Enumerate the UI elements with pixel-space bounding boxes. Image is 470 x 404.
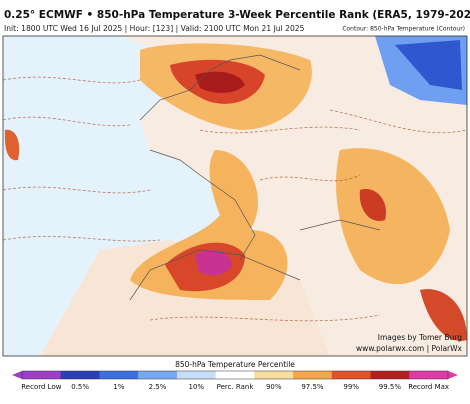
- colorbar-title: 850-hPa Temperature Percentile: [175, 360, 295, 369]
- colorbar-segment: [409, 371, 449, 379]
- colorbar-label: Perc. Rank: [217, 383, 255, 391]
- hot-atlantic: [4, 129, 20, 161]
- colorbar-segment: [60, 371, 100, 379]
- colorbar-segment: [370, 371, 410, 379]
- hot-east: [359, 189, 386, 221]
- contours: [3, 76, 467, 322]
- colorbar-label: Record Low: [21, 383, 61, 391]
- subtitle: Init: 1800 UTC Wed 16 Jul 2025 | Hour: […: [4, 24, 305, 33]
- cold-core: [395, 40, 462, 90]
- colorbar: Record Low 0.5% 1% 2.5% 10% Perc. Rank 90% 97.5…: [12, 370, 458, 391]
- colorbar-segment: [254, 371, 294, 379]
- credit-line: www.polarwx.com | PolarWx: [356, 344, 463, 353]
- colorbar-frame: [21, 370, 449, 380]
- colorbar-segment: [331, 371, 372, 379]
- colorbar-label: 97.5%: [301, 383, 324, 391]
- colorbar-segment: [138, 371, 178, 379]
- colorbar-label: 1%: [113, 383, 124, 391]
- warm-east: [336, 148, 450, 285]
- colorbar-segment: [99, 371, 139, 379]
- colorbar-label: 0.5%: [71, 383, 89, 391]
- hot-arabia: [420, 289, 467, 341]
- map-frame: [2, 35, 468, 357]
- colorbar-label: 2.5%: [149, 383, 167, 391]
- colorbar-high-end: [448, 371, 458, 379]
- colorbar-segment: [215, 371, 255, 379]
- colorbar-segment: [176, 371, 217, 379]
- hot-core: [195, 71, 245, 93]
- colorbar-label: Record Max: [408, 383, 449, 391]
- colorbar-low-end: [12, 371, 22, 379]
- record-core: [195, 249, 232, 276]
- map: Images by Tomer Burg www.polarwx.com | P…: [2, 35, 468, 357]
- colorbar-segment: [22, 371, 62, 379]
- coastlines: [129, 54, 381, 301]
- credit-line: Images by Tomer Burg: [378, 333, 462, 342]
- colorbar-label: 99.5%: [379, 383, 402, 391]
- colorbar-label: 10%: [188, 383, 204, 391]
- title: 0.25° ECMWF • 850-hPa Temperature 3-Week…: [4, 9, 470, 21]
- contour-note: Contour: 850-hPa Temperature (Contour): [342, 26, 465, 33]
- colorbar-segment: [293, 371, 333, 379]
- colorbar-label: 90%: [266, 383, 282, 391]
- colorbar-label: 99%: [343, 383, 359, 391]
